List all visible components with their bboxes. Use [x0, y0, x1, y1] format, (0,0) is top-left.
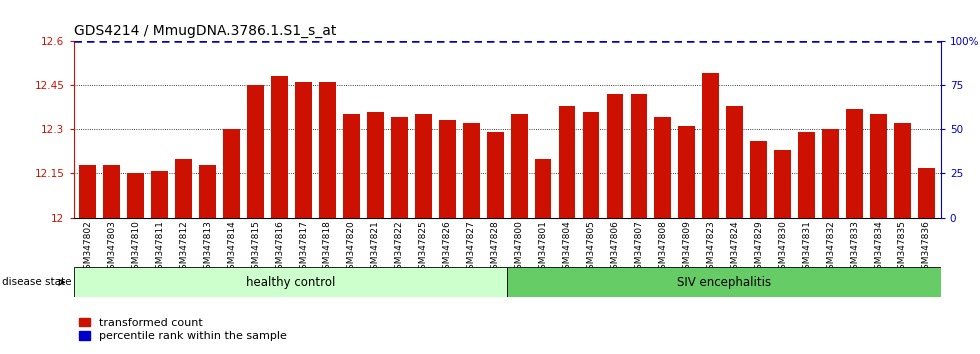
Bar — [247, 85, 264, 218]
Bar — [271, 76, 288, 218]
Bar — [104, 165, 121, 218]
Bar — [799, 132, 815, 218]
Bar — [487, 132, 504, 218]
Bar — [223, 129, 240, 218]
Bar — [508, 267, 941, 297]
Legend: transformed count, percentile rank within the sample: transformed count, percentile rank withi… — [79, 318, 287, 341]
Bar — [583, 112, 600, 218]
Bar — [607, 94, 623, 218]
Bar — [535, 159, 552, 218]
Bar — [678, 126, 695, 218]
Bar — [463, 123, 479, 218]
Bar — [415, 114, 431, 218]
Bar — [343, 114, 360, 218]
Bar — [175, 159, 192, 218]
Bar — [846, 109, 863, 218]
Bar — [319, 82, 336, 218]
Bar — [870, 114, 887, 218]
Bar — [439, 120, 456, 218]
Bar — [127, 173, 144, 218]
Bar — [151, 171, 169, 218]
Bar — [751, 141, 767, 218]
Text: disease state: disease state — [2, 277, 72, 287]
Text: GDS4214 / MmugDNA.3786.1.S1_s_at: GDS4214 / MmugDNA.3786.1.S1_s_at — [74, 24, 336, 38]
Bar — [367, 112, 384, 218]
Bar — [391, 118, 408, 218]
Text: SIV encephalitis: SIV encephalitis — [677, 276, 771, 289]
Bar — [79, 165, 96, 218]
Text: healthy control: healthy control — [246, 276, 335, 289]
Bar — [559, 105, 575, 218]
Bar — [295, 82, 312, 218]
Bar — [726, 105, 743, 218]
Bar — [630, 94, 648, 218]
Bar — [511, 114, 527, 218]
Bar — [74, 267, 508, 297]
Bar — [822, 129, 839, 218]
Bar — [199, 165, 216, 218]
Bar — [894, 123, 910, 218]
Bar — [703, 73, 719, 218]
Bar — [774, 150, 791, 218]
Bar — [918, 167, 935, 218]
Bar — [655, 118, 671, 218]
